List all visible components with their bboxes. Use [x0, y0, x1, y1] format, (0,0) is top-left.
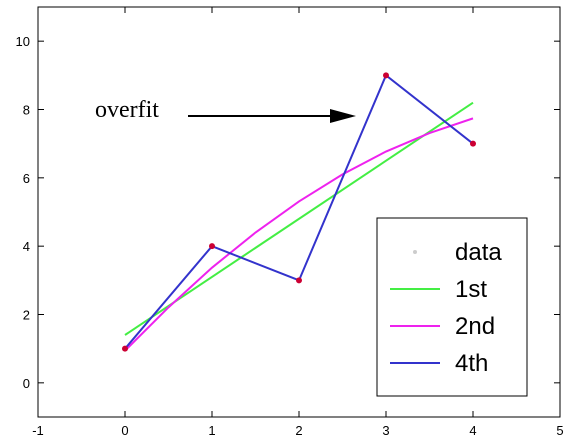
- series-line-2nd: [124, 117, 474, 352]
- x-tick-label: 1: [208, 423, 215, 438]
- x-tick-label: -1: [32, 423, 44, 438]
- data-point: [209, 243, 215, 250]
- data-point: [122, 345, 128, 352]
- legend: data 1st 2nd 4th: [376, 217, 528, 397]
- legend-box: [376, 217, 528, 397]
- annotation-text: overfit: [95, 97, 159, 123]
- x-tick-label: 5: [556, 423, 563, 438]
- legend-label-2nd: 2nd: [455, 313, 495, 340]
- legend-marker-data: [413, 250, 417, 254]
- y-tick-label: 4: [23, 239, 30, 254]
- legend-label-4th: 4th: [455, 350, 488, 377]
- x-tick-label: 4: [469, 423, 476, 438]
- data-point: [296, 277, 302, 284]
- annotation-arrowhead: [330, 109, 356, 123]
- legend-label-data: data: [455, 239, 502, 266]
- series-line-1st: [124, 101, 474, 336]
- legend-label-1st: 1st: [455, 276, 487, 303]
- data-points: [122, 72, 476, 352]
- data-point: [383, 72, 389, 79]
- x-tick-label: 3: [382, 423, 389, 438]
- y-tick-label: 0: [23, 376, 30, 391]
- y-tick-label: 10: [16, 34, 30, 49]
- y-tick-label: 2: [23, 308, 30, 323]
- annotation: overfit: [95, 97, 356, 123]
- x-axis: -1 0 1 2 3 4 5: [32, 7, 564, 438]
- data-point: [470, 140, 476, 147]
- x-tick-label: 2: [295, 423, 302, 438]
- y-axis: 0 2 4 6 8 10: [16, 34, 560, 391]
- y-tick-label: 8: [23, 103, 30, 118]
- x-tick-label: 0: [121, 423, 128, 438]
- y-tick-label: 6: [23, 171, 30, 186]
